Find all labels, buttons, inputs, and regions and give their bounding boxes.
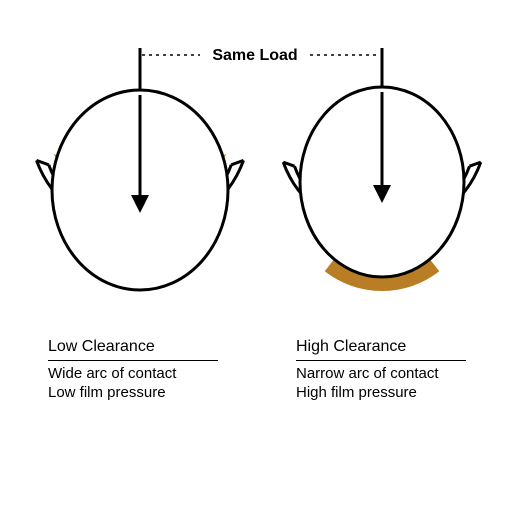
bearing-clearance-diagram: Same Load <box>0 0 512 512</box>
left-bearing <box>37 48 244 290</box>
right-bearing <box>283 48 481 291</box>
left-caption: Low Clearance Wide arc of contact Low fi… <box>48 338 248 403</box>
right-line1: Narrow arc of contact <box>296 365 496 384</box>
right-caption: High Clearance Narrow arc of contact Hig… <box>296 338 496 403</box>
right-line2: High film pressure <box>296 384 496 403</box>
left-line2: Low film pressure <box>48 384 248 403</box>
same-load-label: Same Load <box>212 47 297 64</box>
right-divider <box>296 360 466 361</box>
left-divider <box>48 360 218 361</box>
left-title: Low Clearance <box>48 338 248 356</box>
left-line1: Wide arc of contact <box>48 365 248 384</box>
right-title: High Clearance <box>296 338 496 356</box>
